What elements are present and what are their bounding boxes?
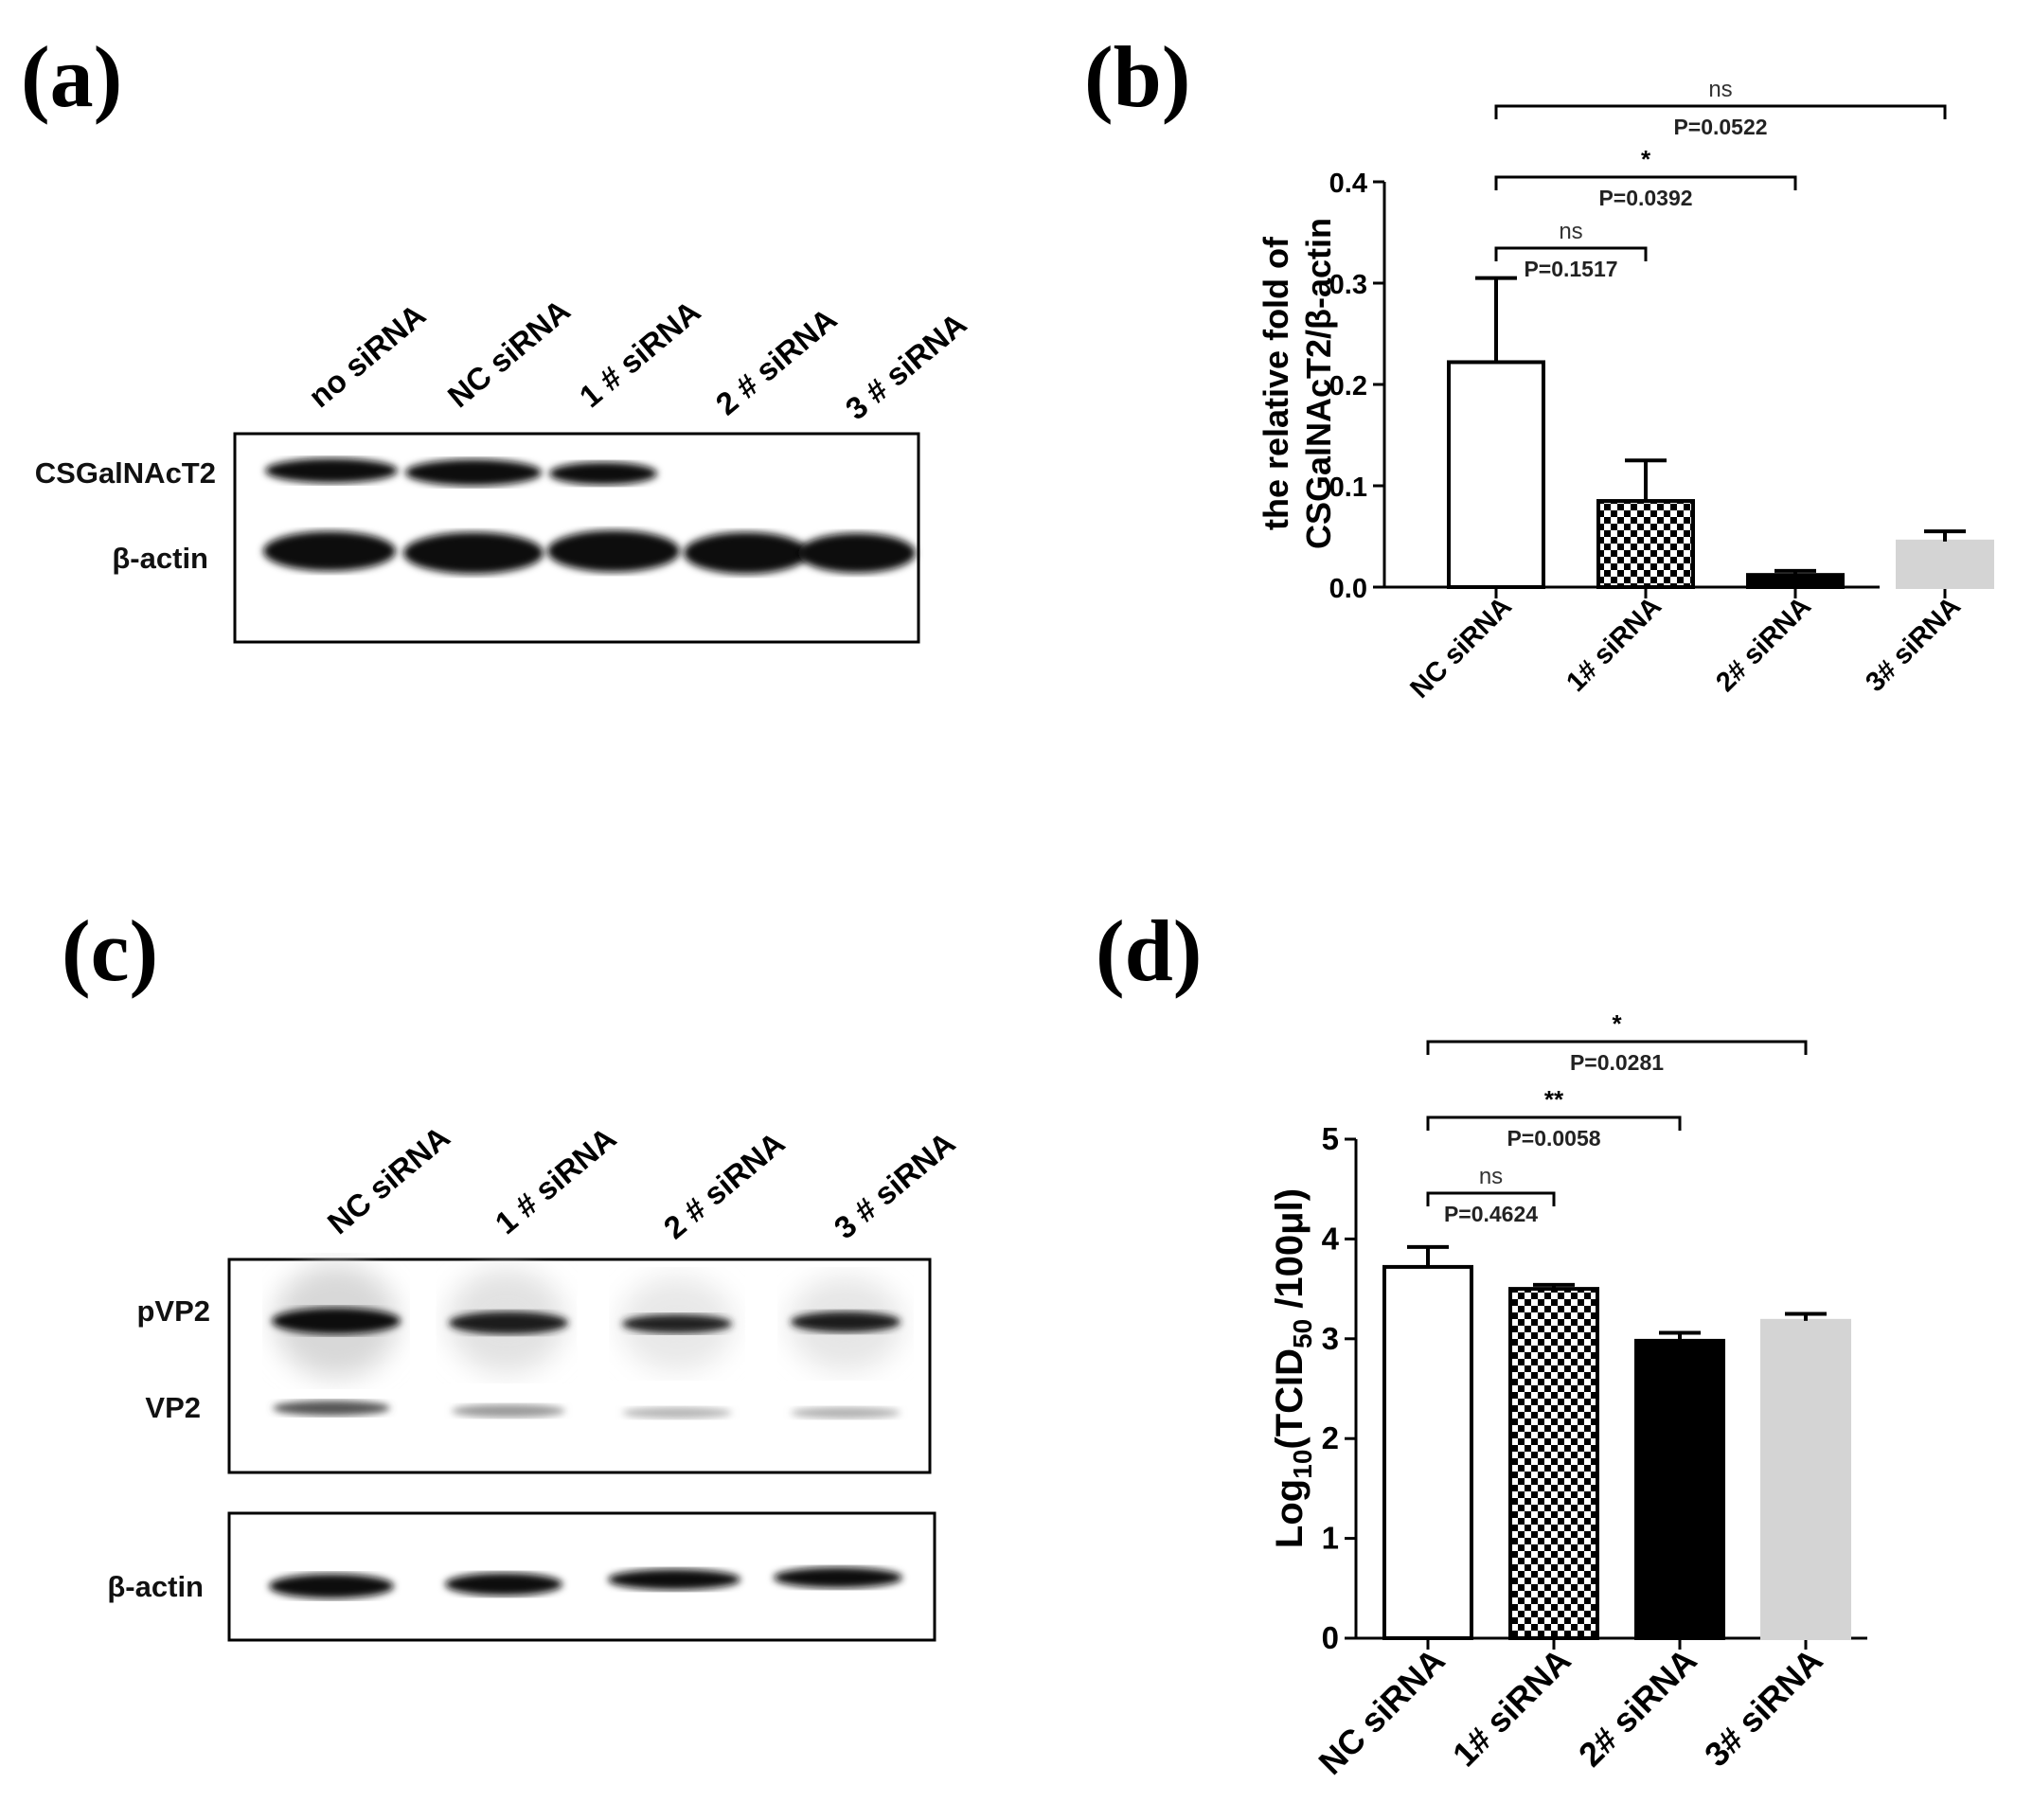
blot-c-bands-actin: [269, 1567, 902, 1598]
bar: [1447, 360, 1545, 589]
y-tick-label: 0.1: [1329, 473, 1367, 503]
x-tick-label: 3# siRNA: [1860, 591, 1967, 698]
bar: [1596, 499, 1695, 589]
bar: [1634, 1338, 1725, 1640]
chart-b-ylabel-line1: the relative fold of: [1257, 236, 1295, 530]
y-tick-label: 2: [1322, 1420, 1339, 1455]
panel-c-letter: (c): [62, 902, 158, 999]
bar: [1746, 573, 1845, 589]
chart-b-ylabel-line2: CSGalNAcT2/β-actin: [1299, 218, 1338, 549]
chart-d-ylabel: Log10(TCID50 /100μl): [1269, 1188, 1317, 1548]
x-tick-label: 1# siRNA: [1445, 1641, 1578, 1775]
western-blot-a: no siRNA NC siRNA 1 # siRNA 2 # siRNA 3 …: [35, 293, 973, 644]
bar: [1382, 1264, 1473, 1640]
significance-mark: ns: [1708, 77, 1732, 102]
significance-bracket: [1426, 1191, 1556, 1206]
y-tick-label: 3: [1322, 1321, 1339, 1356]
panel-d-letter: (d): [1096, 902, 1202, 999]
blot-c-row-label: VP2: [145, 1391, 201, 1424]
blot-c-lane-label: 3 # siRNA: [828, 1125, 962, 1245]
significance-mark: ns: [1559, 219, 1582, 244]
p-value-label: P=0.0281: [1570, 1050, 1664, 1075]
x-tick-label: 3# siRNA: [1697, 1641, 1830, 1775]
y-tick-label: 0.3: [1329, 270, 1367, 300]
blot-c-lane-label: NC siRNA: [321, 1119, 456, 1241]
x-tick-label: 2# siRNA: [1710, 591, 1817, 698]
blot-a-lane-label: 3 # siRNA: [839, 306, 973, 426]
y-tick-label: 0.2: [1329, 371, 1367, 401]
blot-a-bands-actin: [263, 530, 916, 574]
blot-a-row-label: CSGalNAcT2: [35, 456, 216, 490]
blot-c-bands-vp2: [273, 1401, 901, 1419]
x-tick-label: 2# siRNA: [1571, 1641, 1704, 1775]
blot-c-row-label: pVP2: [136, 1294, 210, 1328]
blot-a-bands-csgalnact2: [265, 458, 657, 486]
bar: [1508, 1287, 1599, 1640]
blot-c-smear: [275, 1264, 902, 1378]
significance-mark: ns: [1479, 1164, 1503, 1189]
y-tick-label: 0: [1322, 1620, 1339, 1655]
p-value-label: P=0.0058: [1507, 1126, 1600, 1151]
bar: [1760, 1318, 1851, 1640]
blot-a-lane-label: 2 # siRNA: [709, 301, 844, 421]
significance-mark: *: [1641, 145, 1651, 173]
y-tick-label: 0.4: [1329, 169, 1367, 199]
western-blot-c: NC siRNA 1 # siRNA 2 # siRNA 3 # siRNA p…: [107, 1119, 962, 1642]
bar-chart-b: the relative fold of CSGalNAcT2/β-actin …: [1257, 77, 1994, 705]
blot-c-bands-pvp2: [272, 1308, 901, 1334]
blot-a-lane-label: no siRNA: [302, 297, 433, 415]
blot-a-lane-label: 1 # siRNA: [573, 294, 707, 414]
p-value-label: P=0.0522: [1673, 115, 1767, 139]
blot-a-lane-label: NC siRNA: [441, 293, 577, 415]
significance-bracket: [1494, 104, 1947, 119]
significance-bracket: [1494, 246, 1648, 261]
p-value-label: P=0.4624: [1444, 1202, 1538, 1226]
x-tick-label: NC siRNA: [1404, 591, 1518, 705]
x-tick-label: NC siRNA: [1311, 1641, 1452, 1782]
x-tick-label: 1# siRNA: [1560, 591, 1667, 698]
p-value-label: P=0.0392: [1598, 186, 1692, 210]
blot-c-lane-label: 2 # siRNA: [657, 1125, 792, 1245]
panel-a-letter: (a): [21, 28, 122, 125]
significance-mark: *: [1612, 1009, 1622, 1038]
y-tick-label: 5: [1322, 1121, 1339, 1156]
p-value-label: P=0.1517: [1524, 257, 1617, 281]
blot-c-row-label: β-actin: [107, 1570, 204, 1603]
significance-bracket: [1494, 175, 1797, 190]
significance-mark: **: [1544, 1085, 1564, 1114]
blot-c-lane-label: 1 # siRNA: [489, 1120, 623, 1240]
panel-b-letter: (b): [1084, 28, 1190, 125]
y-tick-label: 1: [1322, 1521, 1339, 1556]
significance-bracket: [1426, 1040, 1808, 1055]
bar: [1896, 539, 1994, 589]
significance-bracket: [1426, 1115, 1682, 1131]
blot-a-row-label: β-actin: [112, 542, 208, 575]
y-tick-label: 0.0: [1329, 574, 1367, 604]
y-tick-label: 4: [1322, 1221, 1340, 1256]
